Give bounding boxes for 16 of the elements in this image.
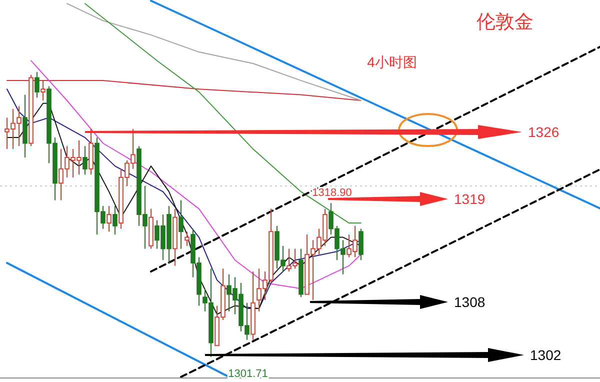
candlestick	[358, 228, 364, 261]
annotation: 1318.90	[312, 187, 352, 199]
candlestick	[40, 80, 46, 101]
annotation: 1326	[528, 124, 560, 140]
annotation: 1319	[454, 191, 486, 207]
annotation: 1308	[454, 294, 486, 310]
candlestick	[106, 205, 112, 232]
candlestick	[184, 231, 190, 246]
chart-title: 伦敦金	[476, 12, 534, 33]
candlestick	[112, 205, 118, 235]
annotation: 1302	[530, 347, 562, 363]
text: 1301.71	[228, 368, 268, 380]
candlestick	[178, 200, 184, 250]
candlestick	[34, 72, 40, 98]
chart-subtitle: 4小时图	[367, 54, 417, 70]
candlestick	[82, 146, 88, 176]
